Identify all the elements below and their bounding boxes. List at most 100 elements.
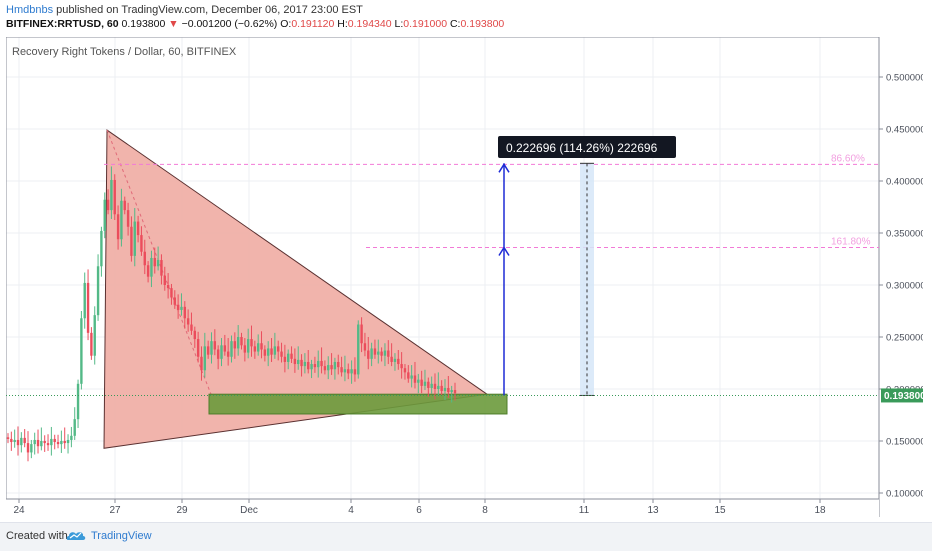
candle — [377, 339, 380, 364]
candle — [400, 352, 403, 379]
candle — [6, 433, 10, 444]
candle — [317, 350, 320, 378]
candle — [136, 215, 140, 243]
high-value: 0.194340 — [347, 18, 392, 30]
down-arrow-icon: ▼ — [168, 18, 179, 30]
candle — [373, 339, 377, 359]
candle — [273, 332, 277, 359]
candle — [427, 377, 430, 397]
open-value: 0.191120 — [291, 18, 335, 30]
candle — [440, 380, 443, 396]
candle — [190, 312, 193, 335]
author-link[interactable]: Hmdbnbs — [6, 4, 54, 16]
candle — [30, 439, 33, 459]
candle — [73, 407, 76, 440]
symbol-label: BITFINEX:RRTUSD, 60 — [6, 18, 119, 30]
time-axis[interactable]: 24 27 29 Dec 4 6 8 11 13 15 18 — [13, 499, 826, 516]
candle — [403, 364, 407, 380]
candle — [313, 356, 317, 373]
candle — [297, 346, 300, 370]
candle — [53, 434, 56, 450]
time-tick-label: 24 — [13, 505, 25, 516]
candle — [353, 357, 357, 382]
time-tick-label: 4 — [348, 505, 354, 516]
time-tick-label: 29 — [176, 505, 188, 516]
candle — [243, 338, 247, 362]
candle — [256, 334, 260, 356]
tradingview-link[interactable]: TradingView — [91, 530, 152, 542]
candle — [150, 250, 153, 288]
time-tick-label: Dec — [240, 505, 258, 516]
triangle-pattern[interactable] — [103, 129, 489, 449]
candle — [173, 290, 176, 309]
candle — [420, 370, 423, 394]
candle — [26, 431, 30, 462]
candle — [390, 343, 393, 367]
candle — [253, 340, 257, 359]
price-tick-label: 0.450000 — [886, 125, 923, 136]
candle — [70, 426, 73, 448]
price-chart[interactable]: Recovery Right Tokens / Dollar, 60, BITF… — [6, 37, 923, 517]
candle — [360, 317, 363, 353]
candle — [23, 429, 26, 448]
candle — [307, 350, 310, 374]
candle — [63, 427, 66, 449]
candle — [83, 272, 86, 329]
arrow-up-icon — [498, 162, 510, 173]
candle — [90, 327, 93, 360]
candle — [146, 261, 150, 283]
candle — [327, 356, 330, 380]
candle — [270, 338, 273, 362]
low-label: L: — [394, 18, 404, 30]
arrow-up-icon — [498, 246, 510, 256]
candle — [210, 332, 213, 364]
candle — [226, 338, 230, 366]
candle — [96, 254, 100, 321]
candle — [337, 354, 340, 375]
candle — [430, 376, 433, 394]
price-tick-label: 0.350000 — [886, 229, 923, 240]
candle — [230, 335, 233, 363]
candle — [310, 359, 313, 379]
range-rectangle[interactable] — [208, 393, 508, 415]
candle — [287, 349, 290, 370]
candle — [180, 293, 183, 316]
candle — [140, 226, 143, 256]
candle — [66, 434, 70, 454]
candle — [183, 301, 186, 329]
candle — [333, 357, 337, 380]
candle — [246, 328, 250, 359]
time-tick-label: 11 — [579, 505, 590, 516]
published-text: published on TradingView.com, December 0… — [56, 4, 363, 16]
candle — [443, 379, 447, 400]
candle — [303, 353, 307, 374]
candle — [293, 348, 297, 373]
candle — [170, 283, 173, 305]
candle — [383, 343, 387, 367]
candle — [123, 196, 126, 215]
candle — [196, 331, 200, 363]
fib-level-label-2: 161.80% — [831, 237, 871, 248]
candle — [120, 188, 123, 247]
tradingview-cloud-icon — [66, 532, 86, 540]
candle — [277, 340, 280, 361]
candle — [60, 430, 63, 453]
candle — [250, 325, 253, 357]
price-tick-label: 0.400000 — [886, 177, 923, 188]
high-label: H: — [337, 18, 348, 30]
candle — [133, 208, 136, 267]
candle — [283, 344, 287, 373]
candle — [367, 337, 370, 370]
candle — [163, 266, 166, 291]
time-tick-label: 8 — [482, 505, 488, 516]
candle — [410, 365, 413, 388]
candle — [263, 345, 267, 362]
created-with-text: Created with — [6, 530, 68, 542]
candle — [380, 347, 383, 362]
time-tick-label: 6 — [416, 505, 422, 516]
candle — [347, 363, 350, 380]
price-tick-label: 0.100000 — [886, 489, 923, 500]
candle — [13, 429, 16, 448]
change-value: −0.001200 (−0.62%) — [181, 18, 278, 30]
time-axis-background — [6, 499, 879, 517]
